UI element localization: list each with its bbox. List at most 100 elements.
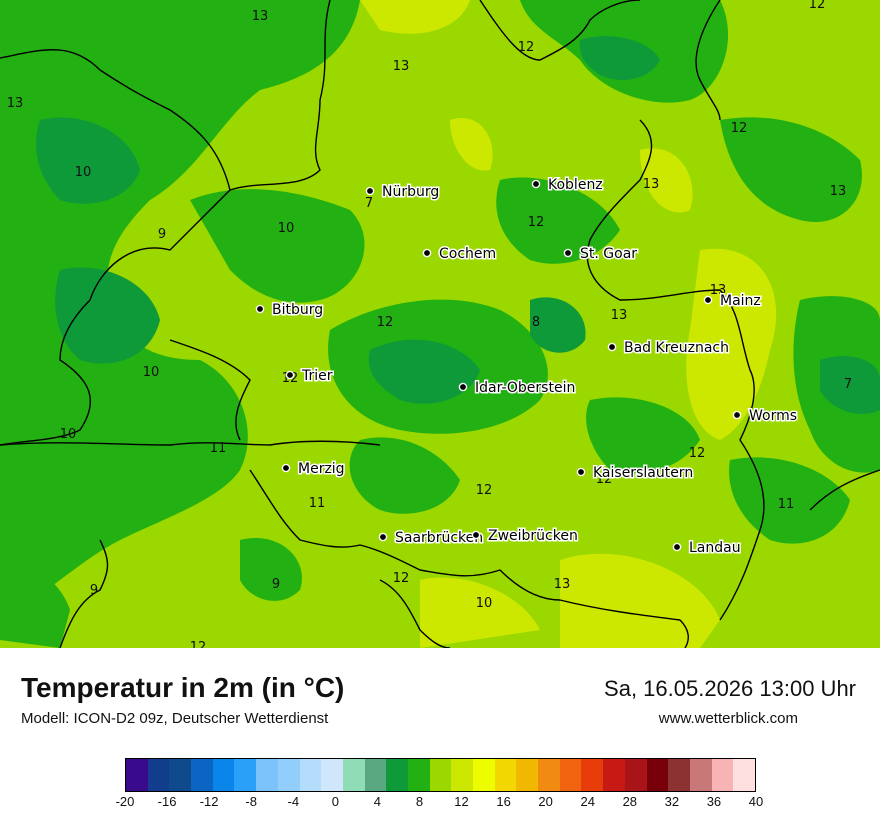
legend-swatch [321,759,343,791]
city-dot [607,342,617,352]
legend-swatch [516,759,539,791]
legend-swatch [711,759,734,791]
city-label: Idar-Oberstein [475,380,575,396]
temperature-value: 10 [143,365,160,380]
city-label: Saarbrücken [395,530,483,546]
city-dot [531,179,541,189]
cold-cores [36,36,880,414]
city-marker: Zweibrücken [471,527,579,546]
city-label: Merzig [298,461,345,477]
legend-tick: 0 [331,794,339,809]
legend-tick: 32 [664,794,680,809]
legend-swatch [256,759,278,791]
legend-swatch [559,759,582,791]
city-dot [281,463,291,473]
legend-swatch [494,759,517,791]
city-label: St. Goar [580,246,637,262]
legend-swatch [191,759,213,791]
city-marker: Landau [672,539,742,558]
city-label: Cochem [439,246,496,262]
city-dot [703,295,713,305]
temperature-value: 12 [596,472,613,487]
temperature-value: 12 [528,215,545,230]
legend-tick: -12 [199,794,219,809]
legend-swatch [733,759,755,791]
temperature-value: 10 [75,165,92,180]
legend-swatch [342,759,365,791]
city-label: Trier [301,368,333,384]
legend-swatch [473,759,495,791]
temperature-value: 13 [710,283,727,298]
temperature-value: 12 [731,121,748,136]
legend-tick: -20 [115,794,135,809]
borders [0,0,880,648]
city-marker: Bitburg [255,301,325,320]
legend-tick: -8 [245,794,257,809]
legend-tick: 24 [580,794,595,809]
legend-swatch [451,759,473,791]
city-dot [672,542,682,552]
legend-swatch [299,759,322,791]
temperature-value: 13 [830,184,847,199]
model-info: Modell: ICON-D2 09z, Deutscher Wetterdie… [21,710,329,727]
forecast-datetime: Sa, 16.05.2026 13:00 Uhr [604,676,856,701]
city-label: Koblenz [548,177,603,193]
color-scale-legend [125,758,756,792]
city-dot [732,410,742,420]
legend-tick: 16 [496,794,511,809]
city-marker: Idar-Oberstein [458,379,577,398]
city-label: Nürburg [382,184,439,200]
city-markers: Nürburg Koblenz Cochem St. Goar Mainz Bitburg… [255,176,799,558]
legend-swatch [581,759,604,791]
temperature-value: 11 [309,496,326,511]
temperature-value: 13 [611,308,628,323]
city-dot [576,467,586,477]
legend-swatch [147,759,170,791]
city-label: Landau [689,540,741,556]
city-marker: Kaiserslautern [576,464,695,483]
website-link[interactable]: www.wetterblick.com [658,710,798,727]
legend-swatch [364,759,387,791]
legend-swatch [668,759,690,791]
legend-swatch [212,759,235,791]
city-label: Worms [749,408,797,424]
city-marker: Saarbrücken [378,529,485,548]
city-dot [378,532,388,542]
legend-swatch [646,759,669,791]
legend-swatch [429,759,452,791]
city-dot [365,186,375,196]
temperature-value: 13 [643,177,660,192]
temperature-value: 9 [272,577,280,592]
city-dot [422,248,432,258]
city-marker: Worms [732,407,799,426]
city-label: Bitburg [272,302,323,318]
legend-swatch [234,759,257,791]
city-marker: Cochem [422,245,498,264]
temperature-value-labels: 13 13 12 12 13 12 10 13 13 7 10 12 9 13 13 12 8 10 12 7 10 11… [7,0,852,648]
legend-tick: 4 [373,794,382,809]
temperature-value: 9 [158,227,166,242]
city-marker: Trier [285,367,334,386]
temperature-value: 12 [377,315,394,330]
city-marker: St. Goar [563,245,639,264]
temperature-map: 13 13 12 12 13 12 10 13 13 7 10 12 9 13 13 12 8 10 12 7 10 11… [0,0,880,648]
temperature-value: 8 [532,315,540,330]
temperature-value: 12 [809,0,826,12]
city-marker: Mainz [703,292,762,311]
legend-swatch [603,759,625,791]
legend-swatch [689,759,712,791]
city-marker: Merzig [281,460,346,479]
temperature-value: 7 [844,377,852,392]
legend-swatch [386,759,408,791]
temperature-value: 13 [554,577,571,592]
city-marker: Koblenz [531,176,604,195]
temperature-value: 13 [7,96,24,111]
temperature-value: 10 [60,427,77,442]
legend-swatch [169,759,192,791]
legend-swatch [538,759,560,791]
city-dot [471,530,481,540]
temperature-value: 12 [190,640,207,648]
legend-tick: 8 [415,794,424,809]
temperature-value: 10 [476,596,493,611]
legend-swatch [407,759,430,791]
